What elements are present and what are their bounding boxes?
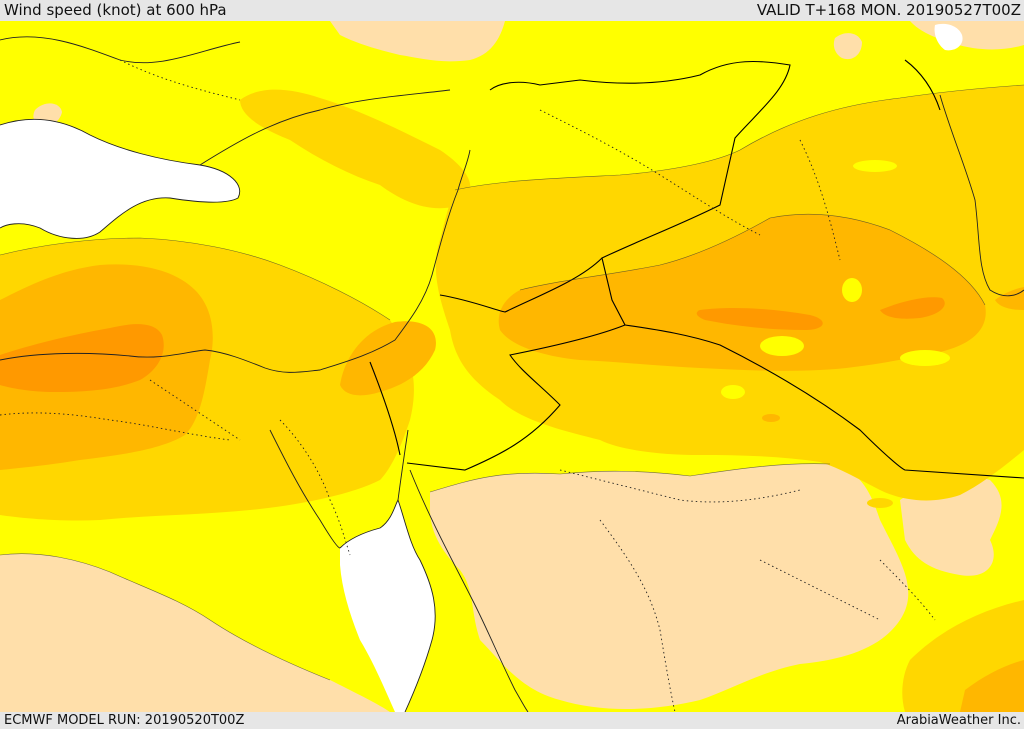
footer-bar: ECMWF MODEL RUN: 20190520T00Z ArabiaWeat…: [0, 712, 1024, 729]
wind-speed-map: [0, 21, 1024, 712]
valid-time: VALID T+168 MON. 20190527T00Z: [757, 0, 1021, 20]
header-bar: Wind speed (knot) at 600 hPa VALID T+168…: [0, 0, 1024, 21]
calm-pocket-3: [853, 160, 897, 172]
calm-pocket-1: [760, 336, 804, 356]
strong-pocket-1: [762, 414, 780, 422]
calm-pocket-5: [842, 278, 862, 302]
map-title: Wind speed (knot) at 600 hPa: [4, 0, 227, 20]
model-run: ECMWF MODEL RUN: 20190520T00Z: [4, 712, 244, 729]
credit: ArabiaWeather Inc.: [897, 712, 1021, 729]
calm-pocket-2: [900, 350, 950, 366]
calm-pocket-6: [830, 544, 860, 552]
calm-pocket-4: [721, 385, 745, 399]
moderate-pocket-1: [867, 498, 893, 508]
